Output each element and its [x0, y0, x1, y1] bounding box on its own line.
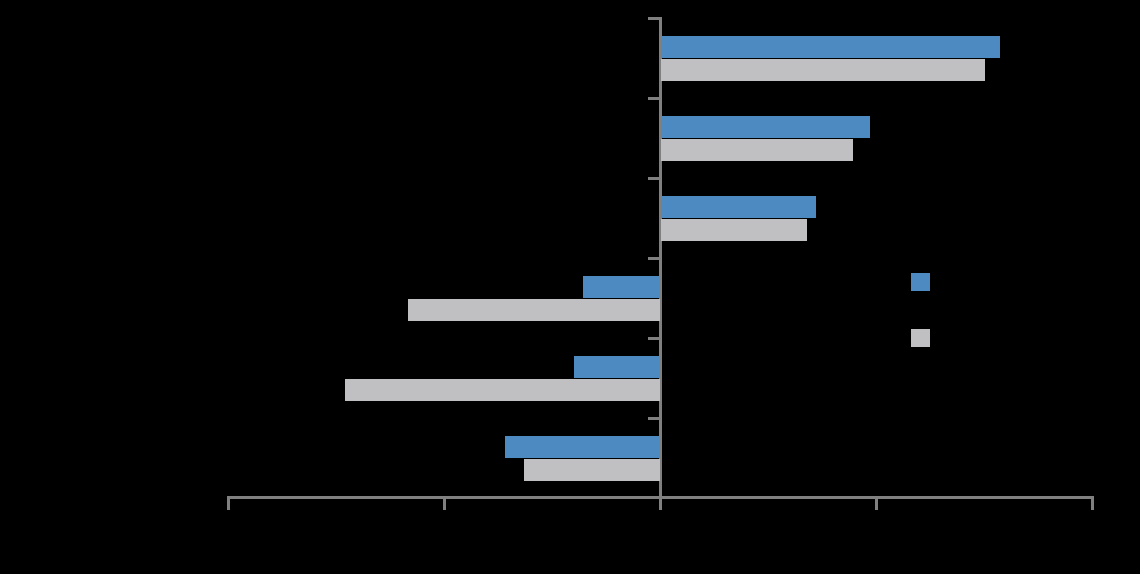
legend-swatch-series2 — [911, 329, 930, 347]
x-axis-line — [227, 496, 1094, 499]
bar — [660, 59, 985, 81]
category-axis-tick — [648, 417, 660, 420]
legend-swatch-series1 — [911, 273, 930, 291]
category-axis-tick — [648, 257, 660, 260]
value-axis-tick — [443, 498, 446, 510]
value-axis-tick — [1091, 498, 1094, 510]
bar — [660, 219, 808, 241]
bar — [524, 459, 661, 481]
bar — [660, 116, 871, 138]
value-axis-tick — [227, 498, 230, 510]
bar — [582, 276, 661, 298]
bar — [660, 139, 853, 161]
bar — [345, 379, 661, 401]
category-axis-tick — [648, 17, 660, 20]
value-axis-tick — [659, 498, 662, 510]
bar — [660, 36, 1000, 58]
bar — [504, 436, 661, 458]
category-axis-tick — [648, 337, 660, 340]
category-axis-tick — [648, 177, 660, 180]
bar — [660, 196, 817, 218]
bar — [407, 299, 661, 321]
bar — [574, 356, 661, 378]
category-axis-tick — [648, 97, 660, 100]
y-axis-line — [659, 17, 662, 499]
value-axis-tick — [875, 498, 878, 510]
